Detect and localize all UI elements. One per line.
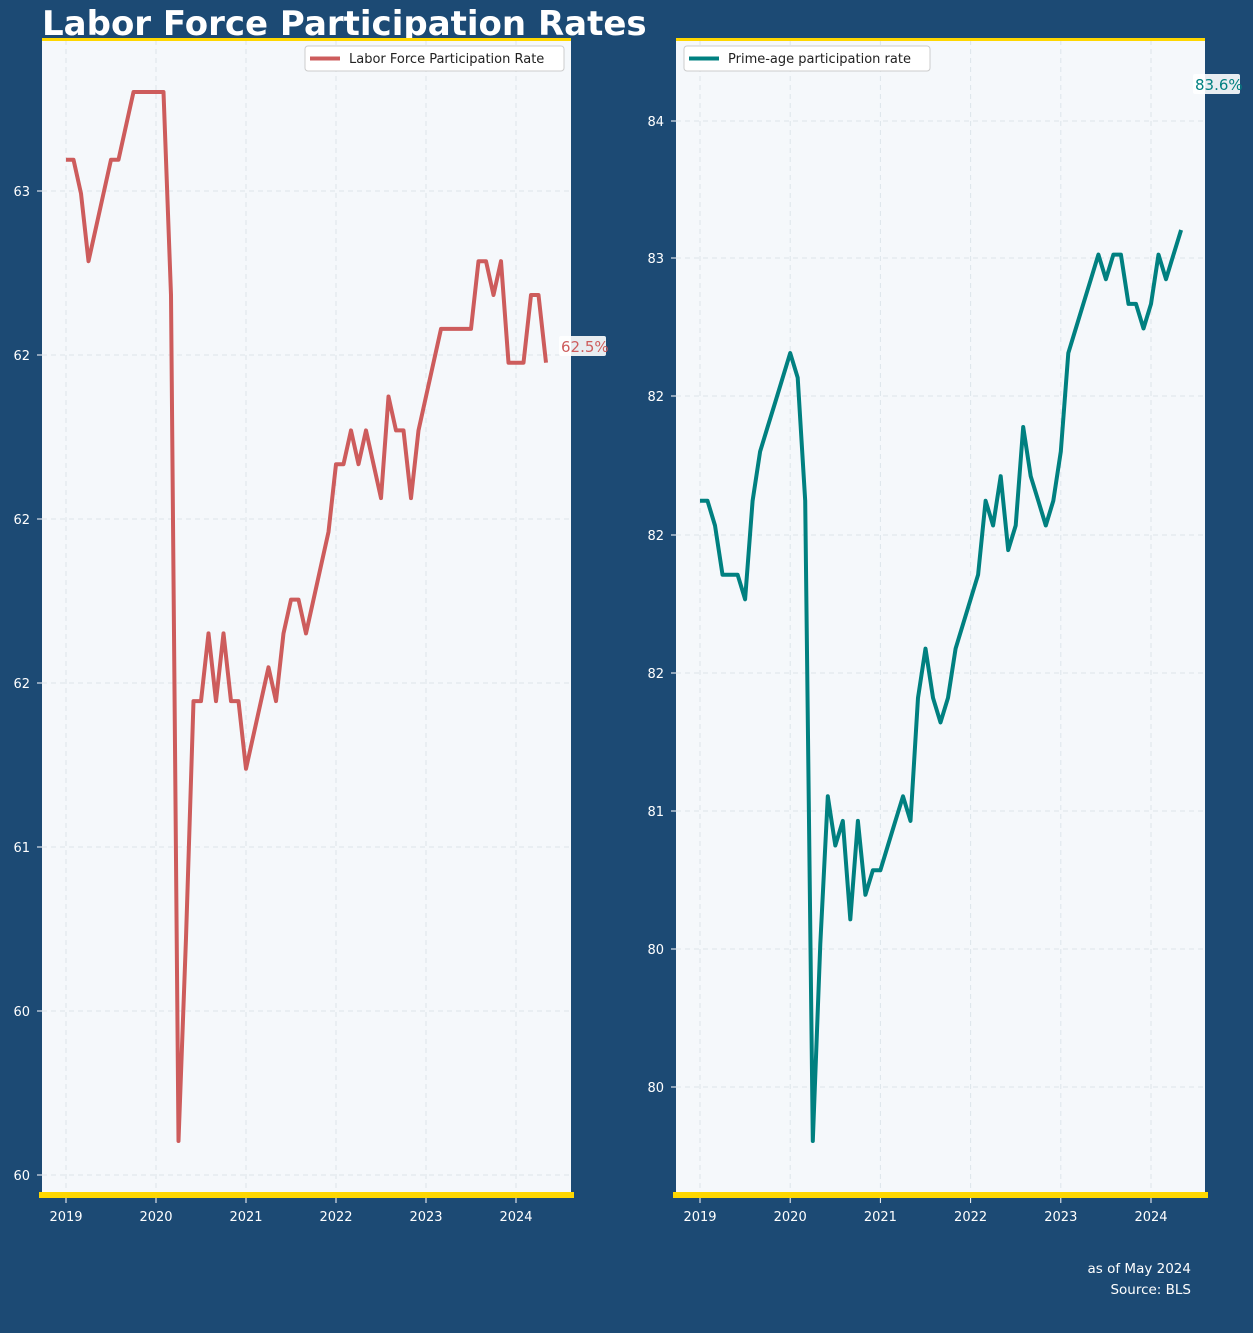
lfpr-y-tick-label: 60 [13, 1169, 30, 1184]
prime-y-tick-label: 82 [647, 390, 664, 405]
footer-note: as of May 2024 Source: BLS [1088, 1259, 1191, 1301]
prime-y-tick-label: 83 [647, 252, 664, 267]
lfpr-x-tick-label: 2023 [409, 1210, 442, 1225]
prime-bottom-rule [673, 1192, 1208, 1198]
lfpr-x-tick-label: 2022 [319, 1210, 352, 1225]
prime-x-tick-label: 2019 [683, 1210, 716, 1225]
prime-x-tick-label: 2020 [774, 1210, 807, 1225]
prime-y-tick-label: 82 [647, 529, 664, 544]
lfpr-y-tick-label: 62 [13, 349, 30, 364]
prime-plot-area [676, 40, 1205, 1195]
lfpr-y-tick-label: 63 [13, 185, 30, 200]
lfpr-x-tick-label: 2020 [139, 1210, 172, 1225]
prime-y-tick-label: 80 [647, 1081, 664, 1096]
prime-y-tick-label: 84 [647, 115, 664, 130]
lfpr-x-tick-label: 2024 [499, 1210, 532, 1225]
lfpr-legend-label: Labor Force Participation Rate [349, 52, 544, 67]
prime-end-label-box [1193, 74, 1240, 94]
prime-top-rule [676, 38, 1205, 41]
prime-end-label: 83.6% [1195, 76, 1243, 94]
prime-y-tick-label: 81 [647, 805, 664, 820]
lfpr-x-tick-label: 2019 [49, 1210, 82, 1225]
lfpr-legend-box [304, 45, 565, 72]
prime-x-tick-label: 2024 [1134, 1210, 1167, 1225]
lfpr-x-tick-label: 2021 [229, 1210, 262, 1225]
prime-y-tick-label: 80 [647, 943, 664, 958]
lfpr-y-tick-label: 61 [13, 841, 30, 856]
prime-x-tick-label: 2021 [864, 1210, 897, 1225]
prime-x-tick-label: 2023 [1044, 1210, 1077, 1225]
prime-age-chart-panel: 80 80 81 82 82 82 83 84 2019 2020 2021 2022 2023 2024… [647, 38, 1243, 1225]
lfpr-end-label: 62.5% [561, 338, 609, 356]
lfpr-plot-area [42, 40, 571, 1195]
lfpr-chart-panel: 60 60 61 62 62 62 63 2019 2020 2021 2022 2023 2024 62… [13, 38, 609, 1225]
source-note: Source: BLS [1110, 1282, 1191, 1298]
as-of-date: as of May 2024 [1087, 1261, 1191, 1277]
prime-y-tick-label: 82 [647, 667, 664, 682]
prime-legend-label: Prime-age participation rate [728, 52, 911, 67]
lfpr-y-tick-label: 62 [13, 513, 30, 528]
lfpr-end-label-box [559, 336, 606, 356]
lfpr-y-tick-label: 60 [13, 1005, 30, 1020]
figure-title: Labor Force Participation Rates [42, 4, 647, 44]
lfpr-y-tick-label: 62 [13, 677, 30, 692]
prime-x-tick-label: 2022 [954, 1210, 987, 1225]
lfpr-top-rule [42, 38, 571, 41]
lfpr-bottom-rule [39, 1192, 574, 1198]
prime-legend-box [683, 45, 931, 72]
